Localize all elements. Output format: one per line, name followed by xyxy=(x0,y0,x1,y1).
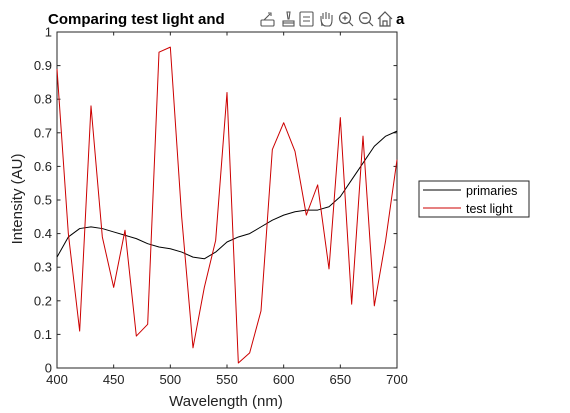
x-tick-label: 650 xyxy=(329,372,351,387)
x-tick-label: 550 xyxy=(216,372,238,387)
legend[interactable]: primaries test light xyxy=(418,180,530,218)
axes-box xyxy=(56,31,398,369)
y-tick-label: 0.9 xyxy=(34,58,52,73)
y-tick-label: 0.5 xyxy=(34,193,52,208)
zoom-out-icon[interactable] xyxy=(358,11,374,27)
y-axis-label: Intensity (AU) xyxy=(9,154,26,245)
axes-toolbar xyxy=(256,9,395,31)
series-line-test-light xyxy=(56,46,398,364)
x-axis-label: Wavelength (nm) xyxy=(169,393,283,410)
legend-label-test-light: test light xyxy=(466,202,513,216)
series-line-primaries xyxy=(56,130,398,260)
zoom-in-icon[interactable] xyxy=(338,11,354,27)
y-tick-label: 0 xyxy=(45,361,52,376)
y-tick-label: 0.2 xyxy=(34,293,52,308)
plot-axes: 400 450 500 550 600 650 700 0 0.1 0.2 0.3 0.4 0.5 0.6… xyxy=(34,25,408,388)
y-tick-label: 0.3 xyxy=(34,260,52,275)
x-tick-label: 700 xyxy=(386,372,408,387)
plot-series xyxy=(56,46,398,364)
y-tick-label: 0.8 xyxy=(34,92,52,107)
legend-label-primaries: primaries xyxy=(466,184,517,198)
y-tick-label: 0.7 xyxy=(34,125,52,140)
y-tick-label: 0.4 xyxy=(34,226,52,241)
pan-icon[interactable] xyxy=(320,12,333,27)
y-tick-label: 1 xyxy=(45,25,52,40)
x-tick-label: 500 xyxy=(159,372,181,387)
chart-title: Comparing test light and xyxy=(48,11,225,28)
y-tick-label: 0.1 xyxy=(34,327,52,342)
x-tick-label: 600 xyxy=(273,372,295,387)
export-icon[interactable] xyxy=(260,12,275,27)
chart-title-tail: a xyxy=(396,11,405,28)
legend-box xyxy=(418,180,530,218)
x-tick-label: 450 xyxy=(103,372,125,387)
home-icon[interactable] xyxy=(377,11,393,27)
datatips-icon[interactable] xyxy=(299,11,314,27)
x-tick-label: 400 xyxy=(46,372,68,387)
y-tick-label: 0.6 xyxy=(34,159,52,174)
brush-icon[interactable] xyxy=(282,11,295,27)
